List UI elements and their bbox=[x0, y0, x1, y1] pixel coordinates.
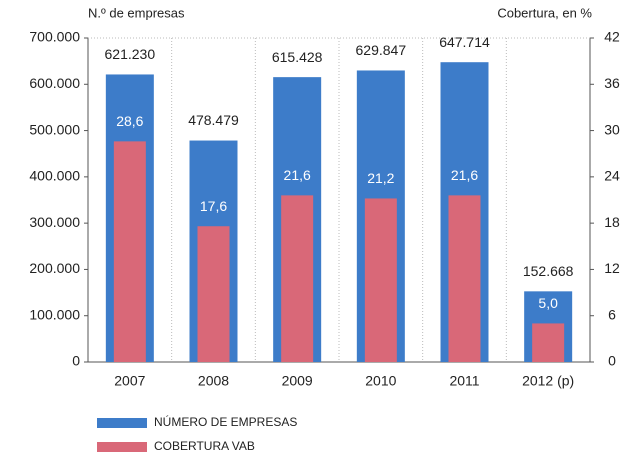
x-tick-label: 2010 bbox=[365, 373, 396, 389]
legend-swatch bbox=[97, 442, 147, 452]
y2-tick-label: 30 bbox=[604, 121, 620, 137]
x-tick-label: 2009 bbox=[282, 373, 313, 389]
y-tick-label: 300.000 bbox=[29, 214, 80, 230]
data-label: 621.230 bbox=[105, 46, 156, 62]
bar-cobertura bbox=[532, 323, 565, 362]
y2-axis-label: Cobertura, en % bbox=[497, 5, 592, 20]
data-label: 629.847 bbox=[356, 42, 407, 58]
legend-label: COBERTURA VAB bbox=[154, 439, 255, 453]
data-label: 28,6 bbox=[116, 113, 143, 129]
data-label: 21,6 bbox=[284, 167, 311, 183]
data-label: 615.428 bbox=[272, 49, 323, 65]
y2-tick-label: 0 bbox=[608, 353, 616, 369]
x-tick-label: 2008 bbox=[198, 373, 229, 389]
data-label: 17,6 bbox=[200, 198, 227, 214]
data-label: 21,2 bbox=[367, 170, 394, 186]
data-label: 478.479 bbox=[188, 112, 239, 128]
y-tick-label: 0 bbox=[72, 353, 80, 369]
y2-tick-label: 18 bbox=[604, 214, 620, 230]
y-axis-label: N.º de empresas bbox=[88, 5, 185, 20]
y-tick-label: 100.000 bbox=[29, 306, 80, 322]
data-label: 5,0 bbox=[538, 295, 558, 311]
y2-tick-label: 24 bbox=[604, 168, 620, 184]
bar-cobertura bbox=[197, 226, 230, 362]
bar-cobertura bbox=[113, 141, 146, 362]
y2-tick-label: 12 bbox=[604, 260, 620, 276]
legend-label: NÚMERO DE EMPRESAS bbox=[154, 414, 297, 429]
x-tick-label: 2012 (p) bbox=[522, 373, 574, 389]
bar-cobertura bbox=[281, 195, 314, 362]
y-tick-label: 200.000 bbox=[29, 260, 80, 276]
bar-cobertura bbox=[448, 195, 481, 362]
y2-tick-label: 36 bbox=[604, 75, 620, 91]
data-label: 647.714 bbox=[439, 34, 490, 50]
y-tick-label: 400.000 bbox=[29, 168, 80, 184]
y-tick-label: 500.000 bbox=[29, 121, 80, 137]
data-label: 21,6 bbox=[451, 167, 478, 183]
y-tick-label: 700.000 bbox=[29, 29, 80, 45]
y2-tick-label: 6 bbox=[608, 306, 616, 322]
x-tick-label: 2007 bbox=[114, 373, 145, 389]
data-label: 152.668 bbox=[523, 263, 574, 279]
y-tick-label: 600.000 bbox=[29, 75, 80, 91]
legend-swatch bbox=[97, 418, 147, 428]
x-tick-label: 2011 bbox=[449, 373, 479, 389]
bar-cobertura bbox=[364, 198, 397, 362]
y2-tick-label: 42 bbox=[604, 29, 620, 45]
